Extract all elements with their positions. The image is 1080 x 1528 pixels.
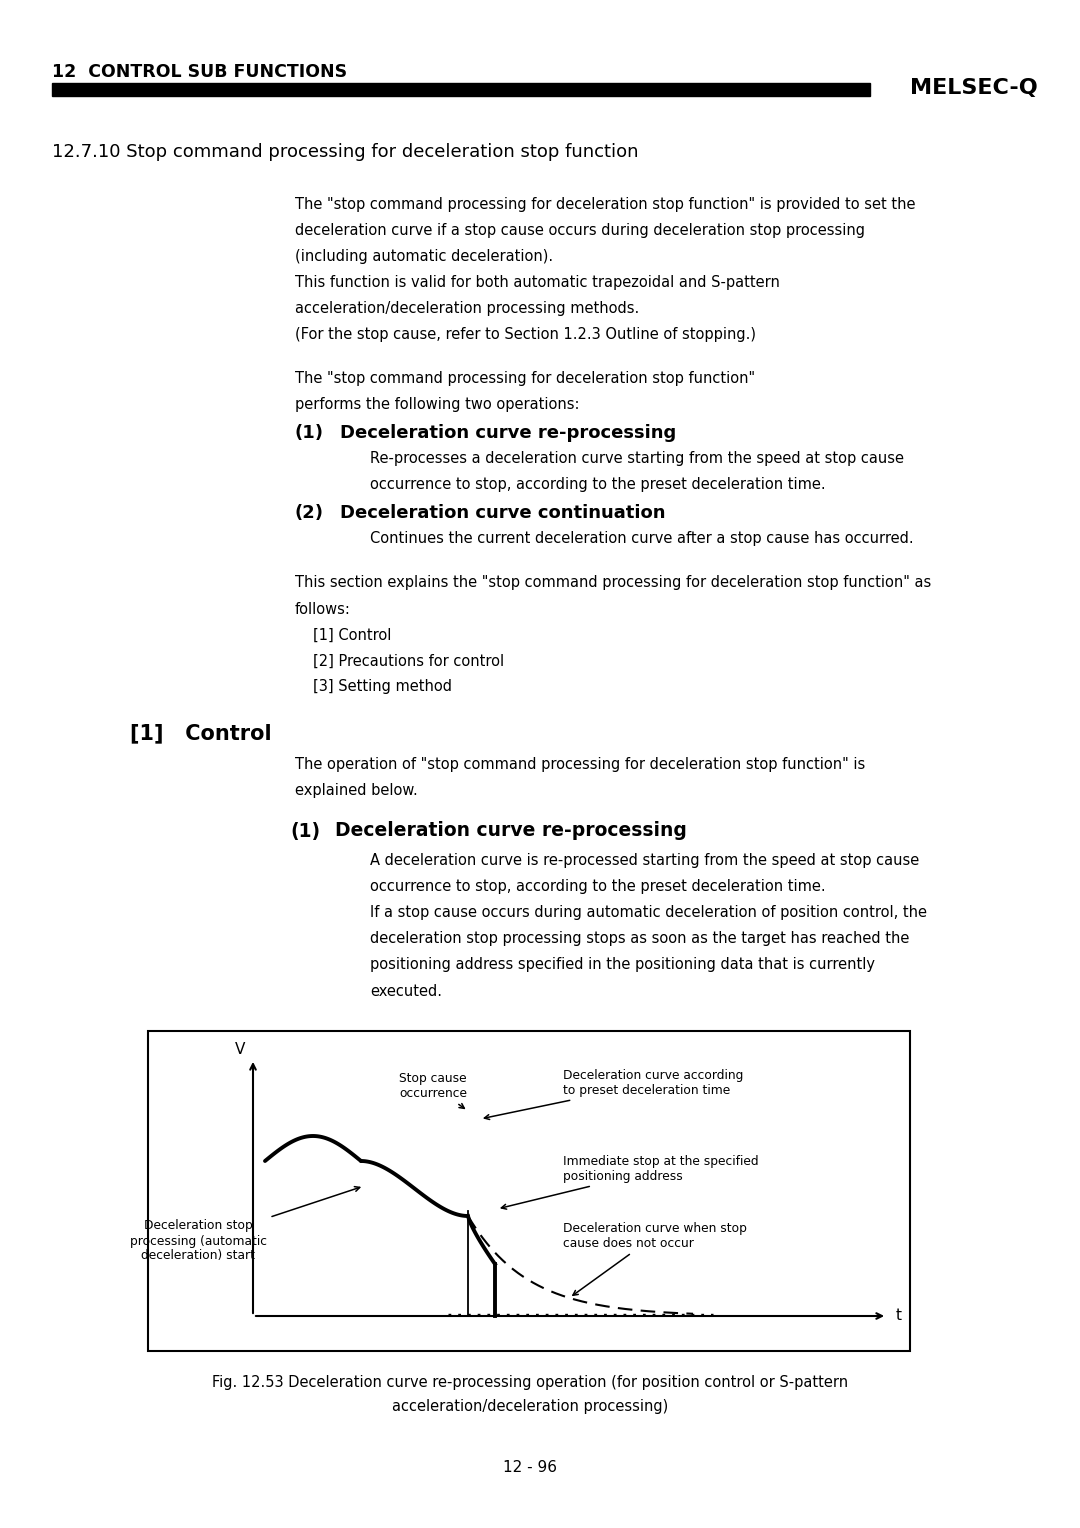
Text: [3] Setting method: [3] Setting method: [313, 680, 453, 695]
Text: [1]   Control: [1] Control: [130, 723, 272, 743]
Text: If a stop cause occurs during automatic deceleration of position control, the: If a stop cause occurs during automatic …: [370, 906, 927, 920]
Text: deceleration curve if a stop cause occurs during deceleration stop processing: deceleration curve if a stop cause occur…: [295, 223, 865, 238]
Text: performs the following two operations:: performs the following two operations:: [295, 397, 580, 413]
Text: follows:: follows:: [295, 602, 351, 616]
Text: [1] Control: [1] Control: [313, 628, 391, 642]
Text: t: t: [896, 1308, 902, 1323]
Text: executed.: executed.: [370, 984, 442, 998]
Text: Stop cause
occurrence: Stop cause occurrence: [399, 1073, 467, 1108]
Text: Deceleration stop
processing (automatic
deceleration) start: Deceleration stop processing (automatic …: [130, 1187, 360, 1262]
Text: 12 - 96: 12 - 96: [503, 1461, 557, 1476]
Text: (1): (1): [295, 423, 324, 442]
Text: occurrence to stop, according to the preset deceleration time.: occurrence to stop, according to the pre…: [370, 880, 825, 894]
Text: (1): (1): [291, 822, 320, 840]
Text: [2] Precautions for control: [2] Precautions for control: [313, 654, 504, 669]
Text: occurrence to stop, according to the preset deceleration time.: occurrence to stop, according to the pre…: [370, 477, 825, 492]
Text: Deceleration curve continuation: Deceleration curve continuation: [340, 504, 665, 523]
Text: acceleration/deceleration processing): acceleration/deceleration processing): [392, 1400, 669, 1415]
Text: 12  CONTROL SUB FUNCTIONS: 12 CONTROL SUB FUNCTIONS: [52, 63, 347, 81]
Text: Deceleration curve when stop
cause does not occur: Deceleration curve when stop cause does …: [563, 1222, 747, 1296]
Text: Re-processes a deceleration curve starting from the speed at stop cause: Re-processes a deceleration curve starti…: [370, 451, 904, 466]
Text: 12.7.10 Stop command processing for deceleration stop function: 12.7.10 Stop command processing for dece…: [52, 144, 638, 160]
Text: deceleration stop processing stops as soon as the target has reached the: deceleration stop processing stops as so…: [370, 932, 909, 946]
Text: The operation of "stop command processing for deceleration stop function" is: The operation of "stop command processin…: [295, 758, 865, 773]
Text: (including automatic deceleration).: (including automatic deceleration).: [295, 249, 553, 264]
Bar: [148, 1031, 910, 1351]
Text: V: V: [234, 1042, 245, 1056]
Bar: [52, 83, 870, 96]
Text: Immediate stop at the specified
positioning address: Immediate stop at the specified position…: [501, 1155, 758, 1209]
Text: The "stop command processing for deceleration stop function" is provided to set : The "stop command processing for deceler…: [295, 197, 916, 212]
Text: A deceleration curve is re-processed starting from the speed at stop cause: A deceleration curve is re-processed sta…: [370, 854, 919, 868]
Text: The "stop command processing for deceleration stop function": The "stop command processing for deceler…: [295, 371, 755, 387]
Text: This section explains the "stop command processing for deceleration stop functio: This section explains the "stop command …: [295, 576, 931, 590]
Text: (For the stop cause, refer to Section 1.2.3 Outline of stopping.): (For the stop cause, refer to Section 1.…: [295, 327, 756, 342]
Text: Fig. 12.53 Deceleration curve re-processing operation (for position control or S: Fig. 12.53 Deceleration curve re-process…: [212, 1375, 848, 1390]
Text: Deceleration curve re-processing: Deceleration curve re-processing: [340, 423, 676, 442]
Text: (2): (2): [295, 504, 324, 523]
Text: Deceleration curve re-processing: Deceleration curve re-processing: [335, 822, 687, 840]
Text: This function is valid for both automatic trapezoidal and S-pattern: This function is valid for both automati…: [295, 275, 780, 290]
Text: explained below.: explained below.: [295, 784, 418, 799]
Text: positioning address specified in the positioning data that is currently: positioning address specified in the pos…: [370, 958, 875, 972]
Text: MELSEC-Q: MELSEC-Q: [910, 78, 1038, 98]
Text: Deceleration curve according
to preset deceleration time: Deceleration curve according to preset d…: [485, 1070, 743, 1120]
Text: Continues the current deceleration curve after a stop cause has occurred.: Continues the current deceleration curve…: [370, 532, 914, 547]
Text: acceleration/deceleration processing methods.: acceleration/deceleration processing met…: [295, 301, 639, 316]
